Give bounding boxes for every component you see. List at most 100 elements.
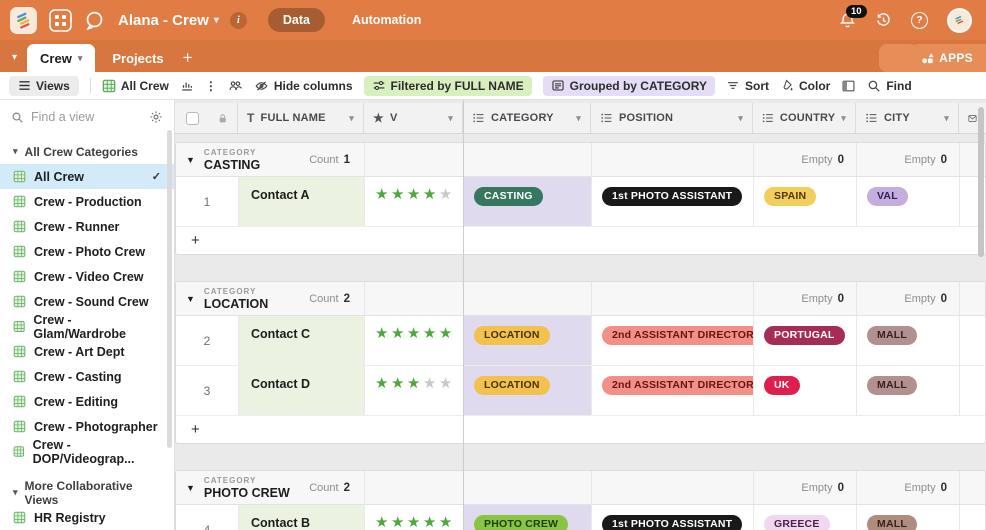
- sidebar-section-all-crew-categories[interactable]: ▾ All Crew Categories: [0, 139, 174, 164]
- cell-rating[interactable]: ★★★★★: [365, 177, 464, 226]
- cell-country[interactable]: UK: [754, 366, 857, 415]
- view-tools-icon[interactable]: [180, 79, 194, 93]
- column-header-category[interactable]: CATEGORY ▾: [463, 103, 591, 133]
- gear-icon[interactable]: [149, 110, 163, 124]
- sheet-tab-crew[interactable]: Crew ▾: [27, 44, 96, 72]
- chevron-down-icon[interactable]: ▾: [944, 112, 949, 123]
- sidebar-item-crew-photo-crew[interactable]: Crew - Photo Crew: [0, 239, 174, 264]
- cell-country[interactable]: SPAIN: [754, 177, 857, 226]
- row-number[interactable]: 4: [176, 505, 239, 530]
- star-filled-icon[interactable]: ★: [422, 325, 439, 342]
- cell-position[interactable]: 1st PHOTO ASSISTANT: [592, 177, 754, 226]
- base-title[interactable]: Alana - Crew ▾: [118, 11, 219, 29]
- group-header-photo-crew[interactable]: ▼ CATEGORY PHOTO CREW Count 2 Empty 0 Empty 0: [176, 471, 985, 505]
- row-number[interactable]: 2: [176, 316, 239, 365]
- star-filled-icon[interactable]: ★: [390, 325, 407, 342]
- star-filled-icon[interactable]: ★: [438, 325, 455, 342]
- select-pill-val[interactable]: VAL: [867, 187, 908, 206]
- cell-rating[interactable]: ★★★★★: [365, 505, 464, 530]
- column-header-position[interactable]: POSITION ▾: [591, 103, 753, 133]
- sidebar-section-more-collaborative-views[interactable]: ▾ More Collaborative Views: [0, 479, 174, 507]
- star-empty-icon[interactable]: ★: [438, 186, 455, 203]
- sidebar-item-crew-casting[interactable]: Crew - Casting: [0, 364, 174, 389]
- collaborators-icon[interactable]: [228, 79, 243, 93]
- sort-button[interactable]: Sort: [726, 79, 769, 93]
- group-header-casting[interactable]: ▼ CATEGORY CASTING Count 1 Empty 0 Empty 0: [176, 143, 985, 177]
- star-filled-icon[interactable]: ★: [438, 514, 455, 530]
- collapse-group-icon[interactable]: ▼: [186, 482, 195, 493]
- cell-email[interactable]: [960, 316, 985, 365]
- star-filled-icon[interactable]: ★: [390, 514, 407, 530]
- star-filled-icon[interactable]: ★: [406, 514, 423, 530]
- star-filled-icon[interactable]: ★: [375, 514, 391, 530]
- hide-columns-button[interactable]: Hide columns: [254, 79, 353, 93]
- sidebar-item-crew-glam-wardrobe[interactable]: Crew - Glam/Wardrobe: [0, 313, 174, 341]
- star-filled-icon[interactable]: ★: [406, 325, 423, 342]
- grouped-chip[interactable]: Grouped by CATEGORY: [542, 75, 715, 96]
- sidebar-item-crew-runner[interactable]: Crew - Runner: [0, 214, 174, 239]
- row-number[interactable]: 1: [176, 177, 239, 226]
- chevron-down-icon[interactable]: ▾: [349, 112, 354, 123]
- filtered-chip[interactable]: Filtered by FULL NAME: [363, 75, 532, 96]
- cell-full-name[interactable]: Contact D: [239, 366, 365, 415]
- select-all-checkbox[interactable]: [186, 111, 199, 125]
- cell-position[interactable]: 2nd ASSISTANT DIRECTOR: [592, 316, 754, 365]
- star-filled-icon[interactable]: ★: [390, 375, 407, 392]
- star-filled-icon[interactable]: ★: [375, 325, 391, 342]
- select-pill-mall[interactable]: MALL: [867, 326, 917, 345]
- column-header-v[interactable]: ★ V ▾: [364, 103, 463, 133]
- cell-country[interactable]: GREECE: [754, 505, 857, 530]
- chat-icon[interactable]: [84, 10, 105, 31]
- star-filled-icon[interactable]: ★: [406, 186, 423, 203]
- cell-full-name[interactable]: Contact B: [239, 505, 365, 530]
- cell-category[interactable]: LOCATION: [464, 316, 592, 365]
- column-header-city[interactable]: CITY ▾: [856, 103, 959, 133]
- app-switcher-icon[interactable]: [48, 8, 73, 33]
- select-pill-location[interactable]: LOCATION: [474, 376, 550, 395]
- row-number[interactable]: 3: [176, 366, 239, 415]
- sidebar-item-crew-video-crew[interactable]: Crew - Video Crew: [0, 264, 174, 289]
- apps-button[interactable]: APPS: [910, 44, 986, 72]
- cell-category[interactable]: PHOTO CREW: [464, 505, 592, 530]
- cell-city[interactable]: MALL: [857, 505, 960, 530]
- user-avatar[interactable]: [947, 7, 972, 33]
- chevron-down-icon[interactable]: ▾: [576, 112, 581, 123]
- collapse-group-icon[interactable]: ▼: [186, 293, 195, 304]
- view-menu-icon[interactable]: ⋮: [204, 78, 217, 93]
- cell-city[interactable]: MALL: [857, 316, 960, 365]
- cell-category[interactable]: CASTING: [464, 177, 592, 226]
- select-pill-mall[interactable]: MALL: [867, 515, 917, 530]
- select-pill-greece[interactable]: GREECE: [764, 515, 830, 530]
- column-header-row-header[interactable]: [175, 103, 238, 133]
- cell-position[interactable]: 2nd ASSISTANT DIRECTOR: [592, 366, 754, 415]
- sidebar-item-crew-production[interactable]: Crew - Production: [0, 189, 174, 214]
- select-pill-2nd-assistant-director[interactable]: 2nd ASSISTANT DIRECTOR: [602, 376, 753, 395]
- cell-full-name[interactable]: Contact C: [239, 316, 365, 365]
- frozen-column-divider[interactable]: [463, 100, 464, 530]
- column-header-full-name[interactable]: T FULL NAME ▾: [238, 103, 364, 133]
- sidebar-scrollbar[interactable]: [167, 130, 172, 448]
- cell-city[interactable]: MALL: [857, 366, 960, 415]
- sidebar-item-crew-sound-crew[interactable]: Crew - Sound Crew: [0, 289, 174, 314]
- view-search[interactable]: [0, 100, 174, 134]
- nav-tab-data[interactable]: Data: [267, 8, 325, 32]
- cell-country[interactable]: PORTUGAL: [754, 316, 857, 365]
- info-icon[interactable]: i: [229, 11, 247, 29]
- sidebar-item-all-crew[interactable]: All Crew ✓: [0, 164, 174, 189]
- star-empty-icon[interactable]: ★: [438, 375, 455, 392]
- select-pill-2nd-assistant-director[interactable]: 2nd ASSISTANT DIRECTOR: [602, 326, 753, 345]
- grid-scrollbar[interactable]: [978, 107, 984, 257]
- cell-email[interactable]: [960, 366, 985, 415]
- nav-tab-automation[interactable]: Automation: [351, 13, 422, 27]
- column-header-email[interactable]: [959, 103, 986, 133]
- cell-city[interactable]: VAL: [857, 177, 960, 226]
- color-button[interactable]: Color: [780, 79, 830, 93]
- cell-email[interactable]: [960, 505, 985, 530]
- chevron-down-icon[interactable]: ▾: [448, 112, 453, 123]
- select-pill-casting[interactable]: CASTING: [474, 187, 543, 206]
- chevron-down-icon[interactable]: ▾: [738, 112, 743, 123]
- add-sheet-button[interactable]: +: [182, 48, 193, 67]
- star-filled-icon[interactable]: ★: [422, 186, 439, 203]
- select-pill-1st-photo-assistant[interactable]: 1st PHOTO ASSISTANT: [602, 187, 743, 206]
- current-view[interactable]: All Crew: [102, 79, 169, 93]
